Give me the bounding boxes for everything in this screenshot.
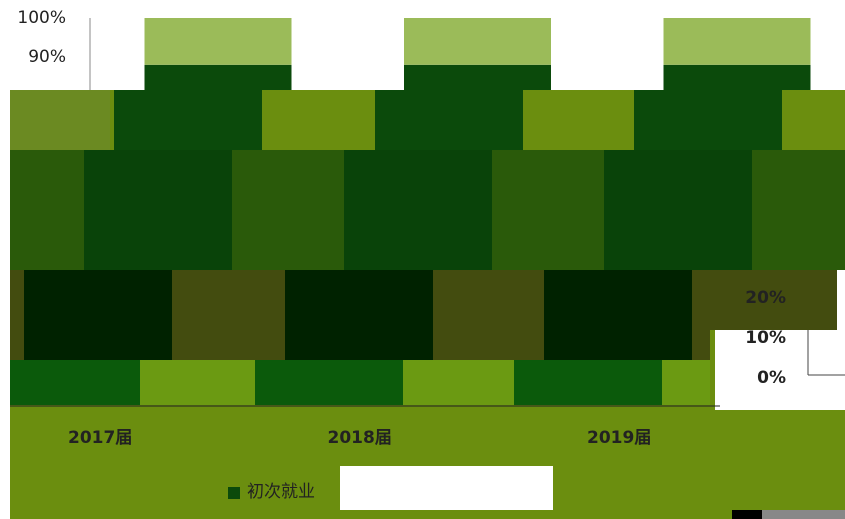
x-tick-label: 2018届 (328, 428, 392, 448)
bar-segment (663, 18, 811, 65)
y-tick-label: 90% (28, 47, 66, 67)
legend-cover (340, 466, 553, 510)
bar-segment (144, 18, 292, 65)
legend-swatch (228, 487, 240, 499)
y-tick-label: 0% (757, 368, 786, 388)
legend-label: 初次就业 (247, 482, 315, 502)
y-tick-label: 100% (17, 8, 66, 28)
y-tick-label: 10% (745, 328, 786, 348)
bar-segment (404, 18, 551, 65)
x-tick-label: 2019届 (587, 428, 651, 448)
glitch-background (10, 90, 845, 519)
x-tick-label: 2017届 (68, 428, 132, 448)
y-tick-label: 20% (745, 288, 786, 308)
